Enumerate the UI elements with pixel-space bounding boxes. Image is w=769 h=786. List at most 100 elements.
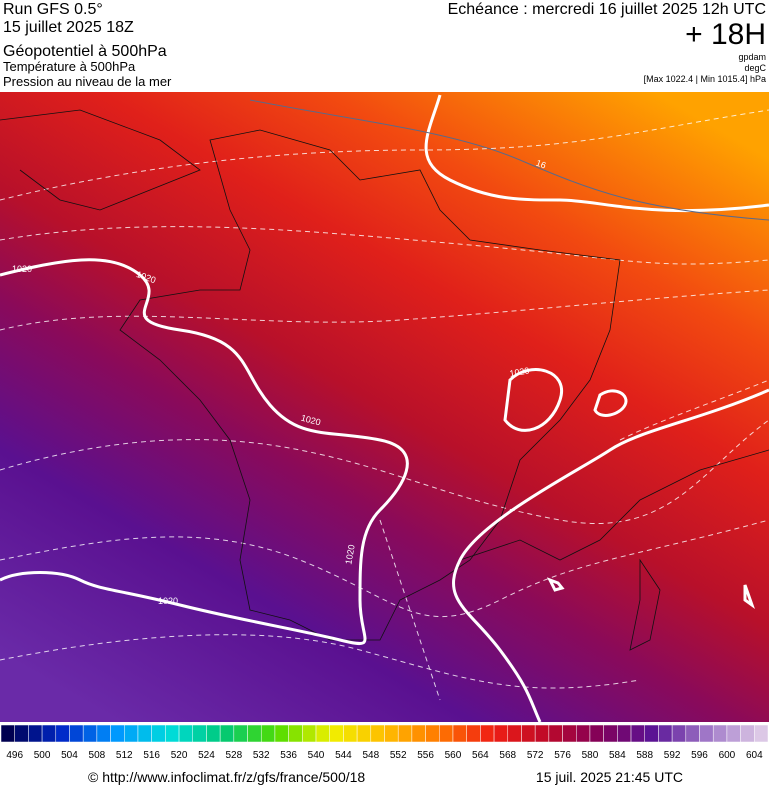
scale-label: 596 [691,750,708,761]
color-swatch [260,724,276,743]
color-swatch [589,724,604,743]
header-right: Echéance : mercredi 16 juillet 2025 12h … [448,1,767,84]
color-swatch [466,724,481,743]
color-swatch [96,724,111,743]
color-swatch [356,724,372,743]
color-swatch [41,724,57,743]
color-swatch [425,724,440,743]
scale-label: 512 [116,750,133,761]
color-swatch [397,724,413,743]
scale-label: 572 [527,750,544,761]
color-scale: 496 500 504 508 512 516 520 524 528 532 536 540 544 5… [0,724,769,761]
coastlines [0,109,769,651]
scale-label: 580 [582,750,599,761]
field: Température à 500hPa [3,59,136,74]
color-swatch [110,724,125,743]
color-swatch [151,724,166,743]
isobars [0,94,769,722]
scale-label: 564 [472,750,489,761]
scale-label: 552 [390,750,407,761]
contour-label: 1020 [12,264,32,274]
color-swatch [124,724,139,743]
scale-label: 544 [335,750,352,761]
color-swatch [82,724,98,743]
color-swatch [247,724,262,743]
color-swatch [644,724,659,743]
color-swatch [630,724,645,743]
color-swatch [521,724,536,743]
scale-label: 540 [308,750,325,761]
scale-label: 584 [609,750,626,761]
color-swatch [754,724,769,743]
color-swatch [699,724,714,743]
color-swatch [288,724,303,743]
color-swatch [343,724,358,743]
color-swatch [439,724,454,743]
color-swatch [562,724,577,743]
run: Run GFS 0.5° [3,1,103,18]
scale-label: 548 [362,750,379,761]
scale-label: 588 [636,750,653,761]
valid-time: Echéance : mercredi 16 juillet 2025 12h … [448,1,766,18]
color-swatch [685,724,700,743]
isotherms [0,109,769,701]
color-swatch [0,724,15,743]
color-swatch [233,724,248,743]
color-swatch [28,724,43,743]
color-swatch [55,724,70,743]
color-swatch [603,724,618,743]
scale-label: 508 [89,750,106,761]
scale-label: 520 [171,750,188,761]
field: Géopotentiel à 500hPa [3,43,167,60]
scale-label: 496 [6,750,23,761]
contour-label: 1020 [343,544,356,565]
unit: gpdam [738,52,766,62]
color-swatch [329,724,344,743]
color-swatch [370,724,385,743]
color-swatch [534,724,550,743]
contour-label: 16 [535,158,548,171]
color-swatch [274,724,289,743]
temperature-line [249,99,769,221]
scale-label: 532 [253,750,270,761]
scale-label: 568 [499,750,516,761]
header-left: Run GFS 0.5° 15 juillet 2025 18Z Géopote… [3,1,172,89]
color-swatch [493,724,509,743]
scale-label: 556 [417,750,434,761]
unit: degC [744,63,766,73]
scale-label: 528 [225,750,242,761]
color-swatch [192,724,207,743]
color-swatch [206,724,221,743]
scale-label: 604 [746,750,763,761]
color-swatch [178,724,194,743]
color-swatch [548,724,563,743]
color-swatch [219,724,235,743]
color-swatch [712,724,728,743]
color-swatch [69,724,84,743]
scale-label: 560 [445,750,462,761]
color-swatch [302,724,317,743]
color-swatch [726,724,741,743]
field: Pression au niveau de la mer [3,74,172,89]
color-swatch [671,724,687,743]
color-swatch [740,724,755,743]
scale-label: 592 [664,750,681,761]
scale-label: 504 [61,750,78,761]
scale-label: 536 [280,750,297,761]
pressure-range: [Max 1022.4 | Min 1015.4] hPa [644,74,766,84]
color-swatch [315,724,330,743]
scale-label: 500 [34,750,51,761]
color-swatch [452,724,467,743]
color-swatch [480,724,495,743]
scale-label: 600 [719,750,736,761]
run-date: 15 juillet 2025 18Z [3,19,134,36]
contour-label: 1020 [158,596,178,606]
color-swatch [658,724,673,743]
contour-label: 1020 [509,365,530,378]
color-swatch [137,724,152,743]
scale-label: 576 [554,750,571,761]
scale-label: 524 [198,750,215,761]
color-swatch [411,724,426,743]
scale-label: 516 [143,750,160,761]
